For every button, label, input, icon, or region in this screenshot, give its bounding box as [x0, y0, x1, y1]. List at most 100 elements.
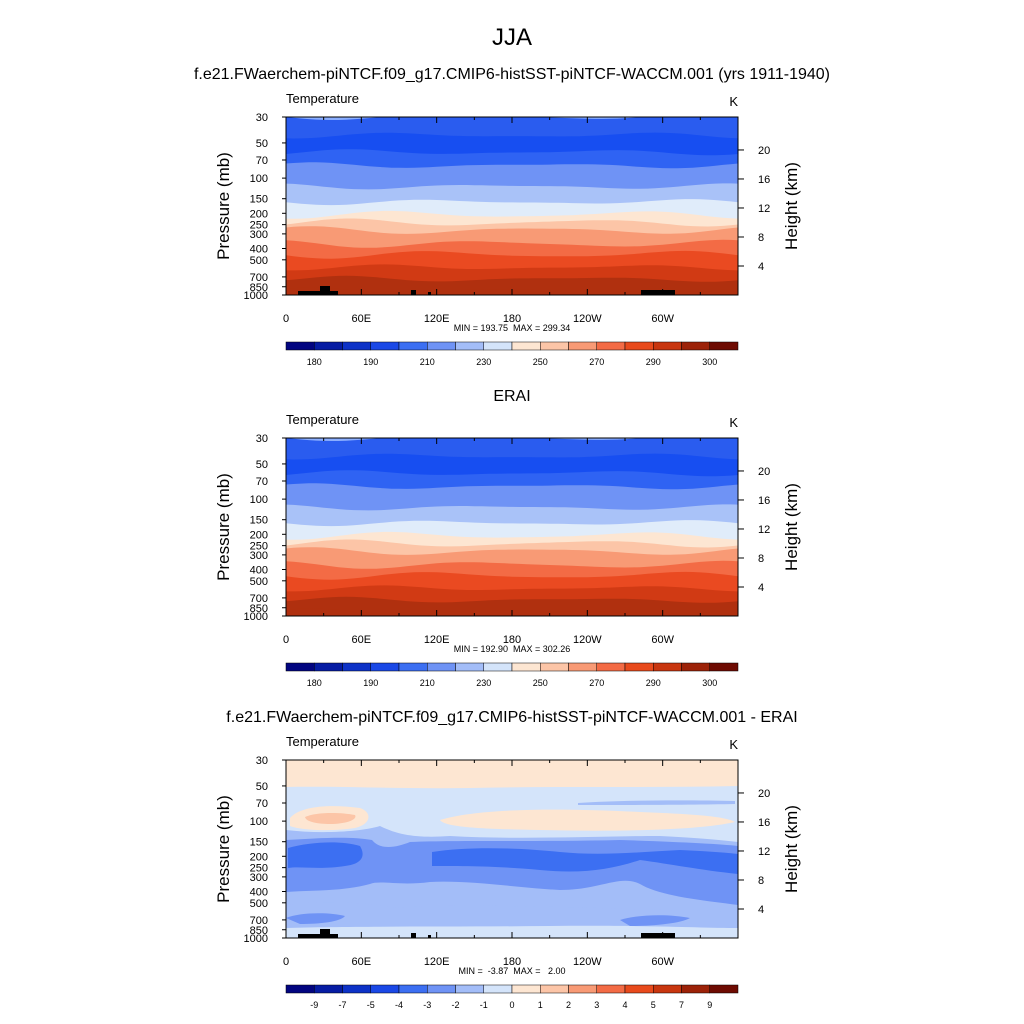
colorbar-swatch	[709, 341, 739, 351]
x-tick-label: 0	[283, 313, 289, 325]
colorbar-swatch	[427, 662, 456, 672]
colorbar-swatch	[681, 341, 710, 351]
colorbar-label: 270	[589, 678, 604, 688]
colorbar-label: 300	[702, 678, 717, 688]
p-tick-label: 400	[250, 243, 268, 255]
colorbar-label: 300	[702, 357, 717, 367]
p-tick-label: 50	[256, 781, 268, 793]
y-axis-title: Pressure (mb)	[214, 473, 233, 581]
p-tick-label: 700	[250, 593, 268, 605]
x-tick-label: 120E	[424, 956, 450, 968]
terrain-mask	[428, 292, 431, 295]
p-tick-label: 1000	[244, 933, 268, 945]
p-tick-label: 1000	[244, 290, 268, 302]
colorbar-label: 180	[307, 357, 322, 367]
p-tick-label: 850	[250, 282, 268, 294]
p-tick-label: 100	[250, 494, 268, 506]
colorbar-swatch	[511, 662, 541, 672]
x-tick-label: 120W	[573, 956, 602, 968]
panel-3-units: K	[729, 737, 738, 752]
p-tick-label: 200	[250, 851, 268, 863]
h-tick-label: 20	[758, 466, 770, 478]
colorbar-label: 180	[307, 678, 322, 688]
colorbar-swatch	[624, 662, 654, 672]
colorbar-swatch	[370, 662, 400, 672]
p-tick-label: 70	[256, 476, 268, 488]
p-tick-label: 700	[250, 272, 268, 284]
colorbar-swatch	[342, 984, 371, 994]
panel-3-title: f.e21.FWaerchem-piNTCF.f09_g17.CMIP6-his…	[226, 709, 797, 726]
colorbar-label: 290	[646, 357, 661, 367]
colorbar-swatch	[427, 984, 456, 994]
colorbar-swatch	[370, 341, 400, 351]
x-tick-label: 60W	[651, 956, 674, 968]
colorbar-swatch	[596, 662, 626, 672]
p-tick-label: 70	[256, 798, 268, 810]
terrain-mask	[330, 291, 338, 295]
h-tick-label: 20	[758, 145, 770, 157]
colorbar-label: 190	[363, 357, 378, 367]
x-tick-label: 180	[503, 313, 521, 325]
h-tick-label: 16	[758, 495, 770, 507]
colorbar-label: 290	[646, 678, 661, 688]
terrain-mask	[320, 286, 330, 295]
colorbar-swatch	[540, 984, 569, 994]
colorbar-swatch	[653, 984, 682, 994]
colorbar-swatch	[285, 662, 315, 672]
colorbar-swatch	[314, 984, 343, 994]
h-tick-label: 4	[758, 261, 764, 273]
p-tick-label: 850	[250, 925, 268, 937]
colorbar-swatch	[427, 341, 456, 351]
colorbar-swatch	[455, 341, 484, 351]
y2-axis-title: Height (km)	[782, 483, 801, 571]
terrain-mask	[641, 290, 675, 295]
terrain-mask	[320, 929, 330, 938]
p-tick-label: 300	[250, 872, 268, 884]
colorbar-label: 1	[538, 1000, 543, 1010]
h-tick-label: 12	[758, 203, 770, 215]
y2-axis-title: Height (km)	[782, 805, 801, 893]
p-tick-label: 50	[256, 459, 268, 471]
colorbar-swatch	[511, 341, 541, 351]
panel-2-units: K	[729, 415, 738, 430]
p-tick-label: 100	[250, 816, 268, 828]
colorbar-label: 3	[594, 1000, 599, 1010]
p-tick-label: 300	[250, 229, 268, 241]
diff-band	[432, 848, 738, 874]
colorbar-swatch	[709, 984, 739, 994]
h-tick-label: 12	[758, 524, 770, 536]
panel-3-plot	[286, 760, 738, 938]
h-tick-label: 8	[758, 232, 764, 244]
panel-1-title: f.e21.FWaerchem-piNTCF.f09_g17.CMIP6-his…	[194, 66, 830, 83]
diff-band	[620, 915, 690, 926]
x-tick-label: 0	[283, 956, 289, 968]
x-tick-label: 180	[503, 956, 521, 968]
y2-axis-title: Height (km)	[782, 162, 801, 250]
colorbar-swatch	[540, 341, 569, 351]
colorbar-swatch	[342, 341, 371, 351]
colorbar-swatch	[540, 662, 569, 672]
x-tick-label: 180	[503, 634, 521, 646]
y-axis-title: Pressure (mb)	[214, 152, 233, 260]
temperature-band	[286, 596, 738, 616]
p-tick-label: 200	[250, 208, 268, 220]
p-tick-label: 250	[250, 863, 268, 875]
terrain-mask	[298, 291, 320, 295]
p-tick-label: 250	[250, 220, 268, 232]
terrain-mask	[641, 933, 675, 938]
h-tick-label: 8	[758, 553, 764, 565]
terrain-mask	[411, 290, 416, 295]
x-tick-label: 60E	[352, 956, 372, 968]
colorbar-label: -5	[367, 1000, 375, 1010]
p-tick-label: 500	[250, 898, 268, 910]
colorbar-label: -7	[338, 1000, 346, 1010]
colorbar-swatch	[455, 984, 484, 994]
panel-1-variable: Temperature	[286, 91, 359, 106]
x-tick-label: 120E	[424, 313, 450, 325]
colorbar-swatch	[568, 341, 597, 351]
colorbar-label: 5	[651, 1000, 656, 1010]
temperature-band	[286, 275, 738, 295]
y-axis-title: Pressure (mb)	[214, 795, 233, 903]
p-tick-label: 150	[250, 837, 268, 849]
